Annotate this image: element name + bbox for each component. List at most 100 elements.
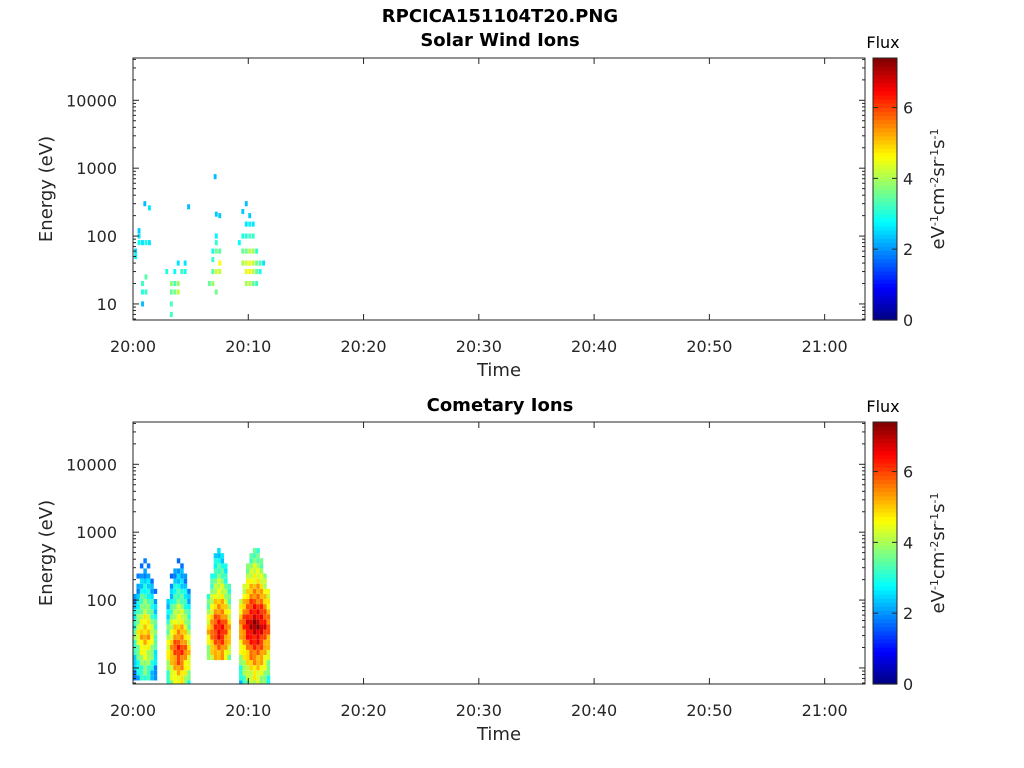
colorbar-segment xyxy=(873,667,897,673)
heatmap-cell xyxy=(245,583,250,589)
heatmap-cell xyxy=(176,675,181,681)
heatmap-cell xyxy=(176,568,181,574)
heatmap-cell xyxy=(139,660,144,666)
heatmap-cell xyxy=(183,670,188,676)
heatmap-cell xyxy=(266,634,271,640)
heatmap-cell xyxy=(139,588,144,594)
heatmap-cell xyxy=(249,568,253,574)
heatmap-cell xyxy=(143,609,147,615)
heatmap-cell xyxy=(146,583,151,589)
panel2-title: Cometary Ions xyxy=(426,395,574,416)
heatmap-cell xyxy=(217,604,221,610)
colorbar-segment xyxy=(873,103,897,108)
heatmap-cell xyxy=(169,624,174,630)
heatmap-cell xyxy=(166,665,170,671)
colorbar: 0 2 4 6 Flux eV-1cm-2sr-1s-1 xyxy=(866,33,949,330)
heatmap-cell xyxy=(180,644,184,650)
heatmap-cell xyxy=(143,604,147,610)
heatmap-cell xyxy=(224,588,228,594)
heatmap-cell xyxy=(180,573,184,579)
heatmap-cell xyxy=(217,655,221,661)
heatmap-cell xyxy=(146,675,151,681)
heatmap-cell xyxy=(239,644,243,650)
colorbar-segment xyxy=(873,618,897,624)
colorbar-segment xyxy=(873,434,897,439)
heatmap-cell xyxy=(153,604,158,610)
heatmap-cell xyxy=(242,583,246,589)
heatmap-cell xyxy=(139,644,144,650)
heatmap-cell xyxy=(183,655,188,661)
heatmap-cell xyxy=(251,260,255,266)
heatmap-cell xyxy=(176,578,181,584)
heatmap-cell xyxy=(176,634,181,640)
heatmap-cell xyxy=(176,593,181,600)
heatmap-cell xyxy=(242,655,246,661)
heatmap-cell xyxy=(153,644,158,650)
heatmap-cell xyxy=(211,248,215,254)
x-tick-label: 20:10 xyxy=(225,337,271,356)
heatmap-cell xyxy=(255,280,259,287)
x-tick-label: 20:20 xyxy=(340,701,386,720)
heatmap-cell xyxy=(217,583,221,589)
heatmap-cell xyxy=(150,604,154,610)
heatmap-cell xyxy=(256,680,260,684)
heatmap-cell xyxy=(256,655,260,661)
heatmap-cell xyxy=(220,639,225,645)
heatmap-cell xyxy=(249,675,253,681)
heatmap-cell xyxy=(227,619,231,625)
heatmap-cell xyxy=(166,614,170,620)
heatmap-cell xyxy=(242,588,246,594)
heatmap-cell xyxy=(227,604,231,610)
colorbar-tick-label: 6 xyxy=(903,99,913,118)
heatmap-cell xyxy=(266,624,271,630)
heatmap-cell xyxy=(150,655,154,661)
heatmap-cell xyxy=(173,639,177,645)
heatmap-cell xyxy=(187,675,191,681)
colorbar-segment xyxy=(873,634,897,640)
heatmap-cell xyxy=(242,675,246,681)
heatmap-cell xyxy=(224,619,228,625)
heatmap-cell xyxy=(256,563,260,569)
heatmap-cell xyxy=(263,573,267,579)
heatmap-cell xyxy=(206,614,211,620)
colorbar-segment xyxy=(873,479,897,485)
colorbar-segment xyxy=(873,90,897,96)
heatmap-cell xyxy=(166,639,170,645)
heatmap-cell xyxy=(245,629,250,635)
heatmap-cell xyxy=(183,269,187,275)
heatmap-cell xyxy=(210,649,214,656)
heatmap-cell xyxy=(176,639,181,645)
heatmap-cell xyxy=(169,289,173,295)
heatmap-cell xyxy=(245,644,250,650)
heatmap-cell xyxy=(266,675,271,681)
heatmap-cell xyxy=(166,655,170,661)
heatmap-cell xyxy=(227,593,231,600)
heatmap-cell xyxy=(248,233,252,239)
heatmap-cell xyxy=(180,609,184,615)
heatmap-cell xyxy=(259,568,264,574)
colorbar-segment xyxy=(873,426,897,431)
heatmap-cell xyxy=(173,614,177,620)
heatmap-cell xyxy=(256,583,260,589)
colorbar-segment xyxy=(873,242,897,247)
colorbar-segment xyxy=(873,614,897,620)
heatmap-cell xyxy=(180,599,184,605)
heatmap-cell xyxy=(217,593,221,600)
colorbar-segment xyxy=(873,520,897,525)
heatmap-cell xyxy=(217,649,221,656)
heatmap-cell xyxy=(249,609,253,615)
heatmap-cell xyxy=(252,644,257,650)
heatmap-cell xyxy=(213,593,218,600)
heatmap-cell xyxy=(211,269,215,275)
heatmap-cell xyxy=(146,624,151,630)
colorbar-segment xyxy=(873,589,897,595)
x-tick-label: 20:40 xyxy=(571,701,617,720)
heatmap-cell xyxy=(220,553,225,559)
heatmap-cell xyxy=(263,655,267,661)
heatmap-cell xyxy=(210,614,214,620)
x-tick-label: 20:20 xyxy=(340,337,386,356)
heatmap-cell xyxy=(206,629,211,635)
x-tick-label: 20:00 xyxy=(110,701,156,720)
heatmap-cell xyxy=(263,639,267,645)
heatmap-cell xyxy=(206,644,211,650)
